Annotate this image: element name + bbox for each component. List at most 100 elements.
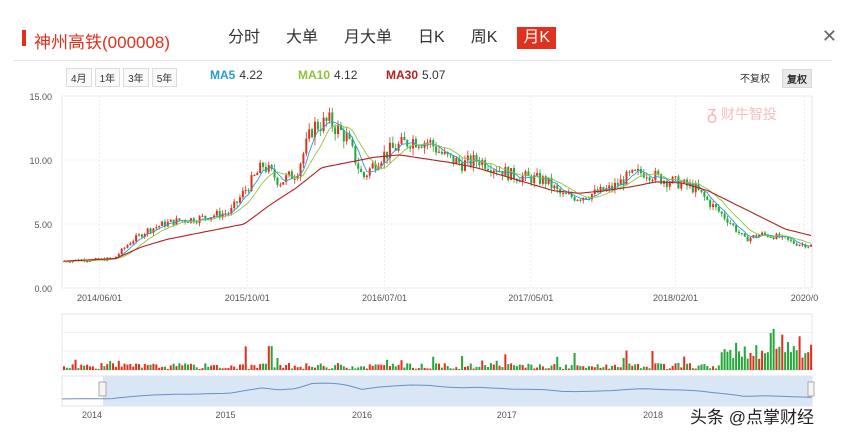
adjusted-button[interactable]: 复权 [782,69,812,88]
x-tick-label: 2020/0 [791,293,819,303]
header: 神州高铁(000008) 分时 大单 月大单 日K 周K 月K ✕ [0,0,845,60]
tab-monthly-big-orders[interactable]: 月大单 [344,29,393,46]
candle-body [86,261,89,263]
candle-body [475,155,478,162]
candle-body [714,204,717,208]
bull-logo-icon: ᵹ [707,103,718,123]
volume-bar [267,346,270,370]
candle-body [573,196,576,201]
volume-bar [204,363,207,370]
candle-body [651,180,654,182]
candle-body [613,182,616,190]
volume-bar [279,365,282,370]
volume-bar [397,364,400,370]
tab-daily-k[interactable]: 日K [418,29,445,46]
tab-monthly-k[interactable]: 月K [517,27,557,49]
candle-body [524,171,527,177]
volume-bar [241,364,244,370]
volume-bar [210,365,213,370]
candle-body [400,136,403,144]
candle-body [215,210,218,216]
candle-body [668,182,671,187]
volume-bar [400,360,403,370]
tab-weekly-k[interactable]: 周K [470,29,498,46]
volume-bar [602,367,605,370]
candle-body [628,171,631,173]
x-tick-label: 2016/07/01 [362,293,407,303]
range-1y-button[interactable]: 1年 [94,68,121,87]
candle-body [541,176,544,184]
candle-body [331,112,334,128]
candle-body [489,170,492,173]
candle-body [308,129,311,139]
candle-body [645,177,648,179]
candle-body [492,170,495,173]
x-tick-label: 2018/02/01 [653,293,698,303]
volume-bar [697,365,700,370]
navigator-right-handle [807,381,815,397]
volume-bar [512,365,516,370]
candle-body [440,151,443,154]
range-5y-button[interactable]: 5年 [151,68,178,87]
candle-body [717,207,720,212]
volume-bar [331,368,334,370]
candle-body [117,253,120,257]
volume-bar [132,366,135,370]
volume-bar [126,364,129,370]
range-navigator: 2014 2015 2016 2017 2018 [61,375,815,420]
volume-bar [388,366,391,370]
candle-body [161,221,164,226]
candle-body [129,243,132,246]
volume-bar [287,363,291,370]
volume-bar [250,364,253,370]
volume-bar [668,368,671,370]
x-tick-label: 2014/06/01 [77,293,122,303]
candle-body [726,218,729,223]
volume-bar [351,366,354,370]
candle-body [801,244,804,246]
candle-body [178,218,181,221]
volume-bar [469,363,472,370]
volume-bar [417,368,420,370]
range-4m-button[interactable]: 4月 [66,68,92,87]
volume-bar [524,367,527,370]
volume-bar [660,363,663,370]
volume-bar [642,366,645,370]
candle-body [426,142,429,144]
unadjusted-button[interactable]: 不复权 [740,74,770,85]
volume-bar [662,363,666,370]
candle-body [409,146,412,149]
volume-bar [360,366,363,370]
volume-bar [155,364,158,370]
tab-intraday[interactable]: 分时 [228,29,261,46]
tab-big-orders[interactable]: 大单 [286,29,319,46]
volume-bar [570,365,573,370]
volume-bar [342,366,345,370]
candlesticks [62,107,813,264]
close-icon[interactable]: ✕ [821,26,837,46]
volume-bar [533,368,536,370]
navigator-left-handle [98,381,107,397]
volume-bar [117,360,120,370]
volume-bar [746,358,749,370]
volume-bar [458,368,461,370]
candle-body [478,161,481,166]
candle-body [354,145,357,164]
range-3y-button[interactable]: 3年 [123,68,149,87]
candle-body [322,117,325,132]
candle-body [631,169,634,173]
volume-bar [492,364,495,370]
candle-body [570,193,573,197]
candle-body [458,158,461,163]
candle-body [712,204,715,208]
candle-body [68,261,71,263]
volume-bar [429,368,432,370]
candle-body [313,121,316,138]
volume-bar [449,368,452,370]
volume-bar [631,365,634,370]
volume-bar [65,367,68,370]
candle-body [155,227,158,229]
volume-bar [778,346,781,370]
candle-body [501,170,504,176]
